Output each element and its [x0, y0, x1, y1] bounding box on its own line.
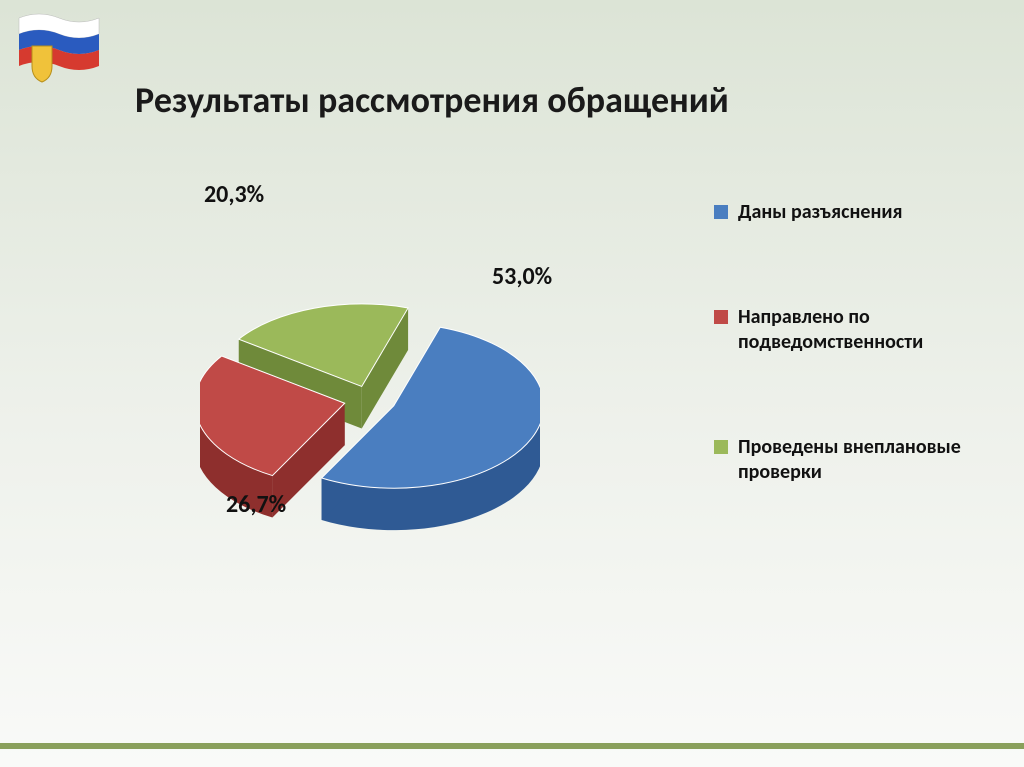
pie-chart-svg: [200, 250, 540, 590]
accent-bar: [0, 743, 1024, 749]
legend-swatch-red: [714, 310, 728, 324]
pct-label-blue: 53,0%: [492, 262, 552, 291]
legend-item-red: Направлено по подведомственности: [714, 305, 984, 355]
pie-chart: 53,0% 26,7% 20,3%: [40, 170, 700, 670]
pct-label-green: 20,3%: [204, 180, 264, 209]
legend-swatch-green: [714, 440, 728, 454]
page-title: Результаты рассмотрения обращений: [135, 78, 729, 122]
legend-label: Направлено по подведомственности: [738, 305, 984, 355]
pct-label-red: 26,7%: [226, 490, 286, 519]
slide: Результаты рассмотрения обращений 53,0% 2…: [0, 0, 1024, 767]
legend: Даны разъяснения Направлено по подведомст…: [714, 200, 984, 565]
logo-flag-icon: [14, 8, 104, 86]
legend-item-green: Проведены внеплановые проверки: [714, 435, 984, 485]
legend-label: Проведены внеплановые проверки: [738, 435, 984, 485]
legend-swatch-blue: [714, 205, 728, 219]
legend-label: Даны разъяснения: [738, 200, 902, 225]
legend-item-blue: Даны разъяснения: [714, 200, 984, 225]
